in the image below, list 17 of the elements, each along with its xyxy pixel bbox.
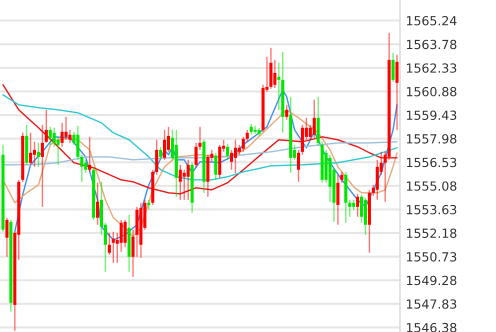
y-tick-label: 1556.53 <box>406 158 456 168</box>
y-tick-label: 1549.28 <box>406 276 456 286</box>
y-tick-label: 1546.38 <box>406 322 456 332</box>
y-tick-label: 1547.83 <box>406 299 456 309</box>
y-tick-label: 1555.08 <box>406 181 456 191</box>
y-tick-label: 1553.63 <box>406 204 456 214</box>
y-tick-label: 1557.98 <box>406 134 456 144</box>
y-tick-label: 1550.73 <box>406 252 456 262</box>
y-tick-label: 1565.24 <box>406 16 457 26</box>
y-tick-label: 1559.43 <box>406 110 456 120</box>
line-series <box>2 84 398 195</box>
line-series <box>2 94 398 181</box>
y-tick-label: 1552.18 <box>406 228 456 238</box>
y-tick-label: 1560.88 <box>406 86 456 96</box>
y-tick-label: 1562.33 <box>406 63 456 73</box>
line-series <box>2 141 398 166</box>
y-tick-label: 1563.78 <box>406 40 456 50</box>
